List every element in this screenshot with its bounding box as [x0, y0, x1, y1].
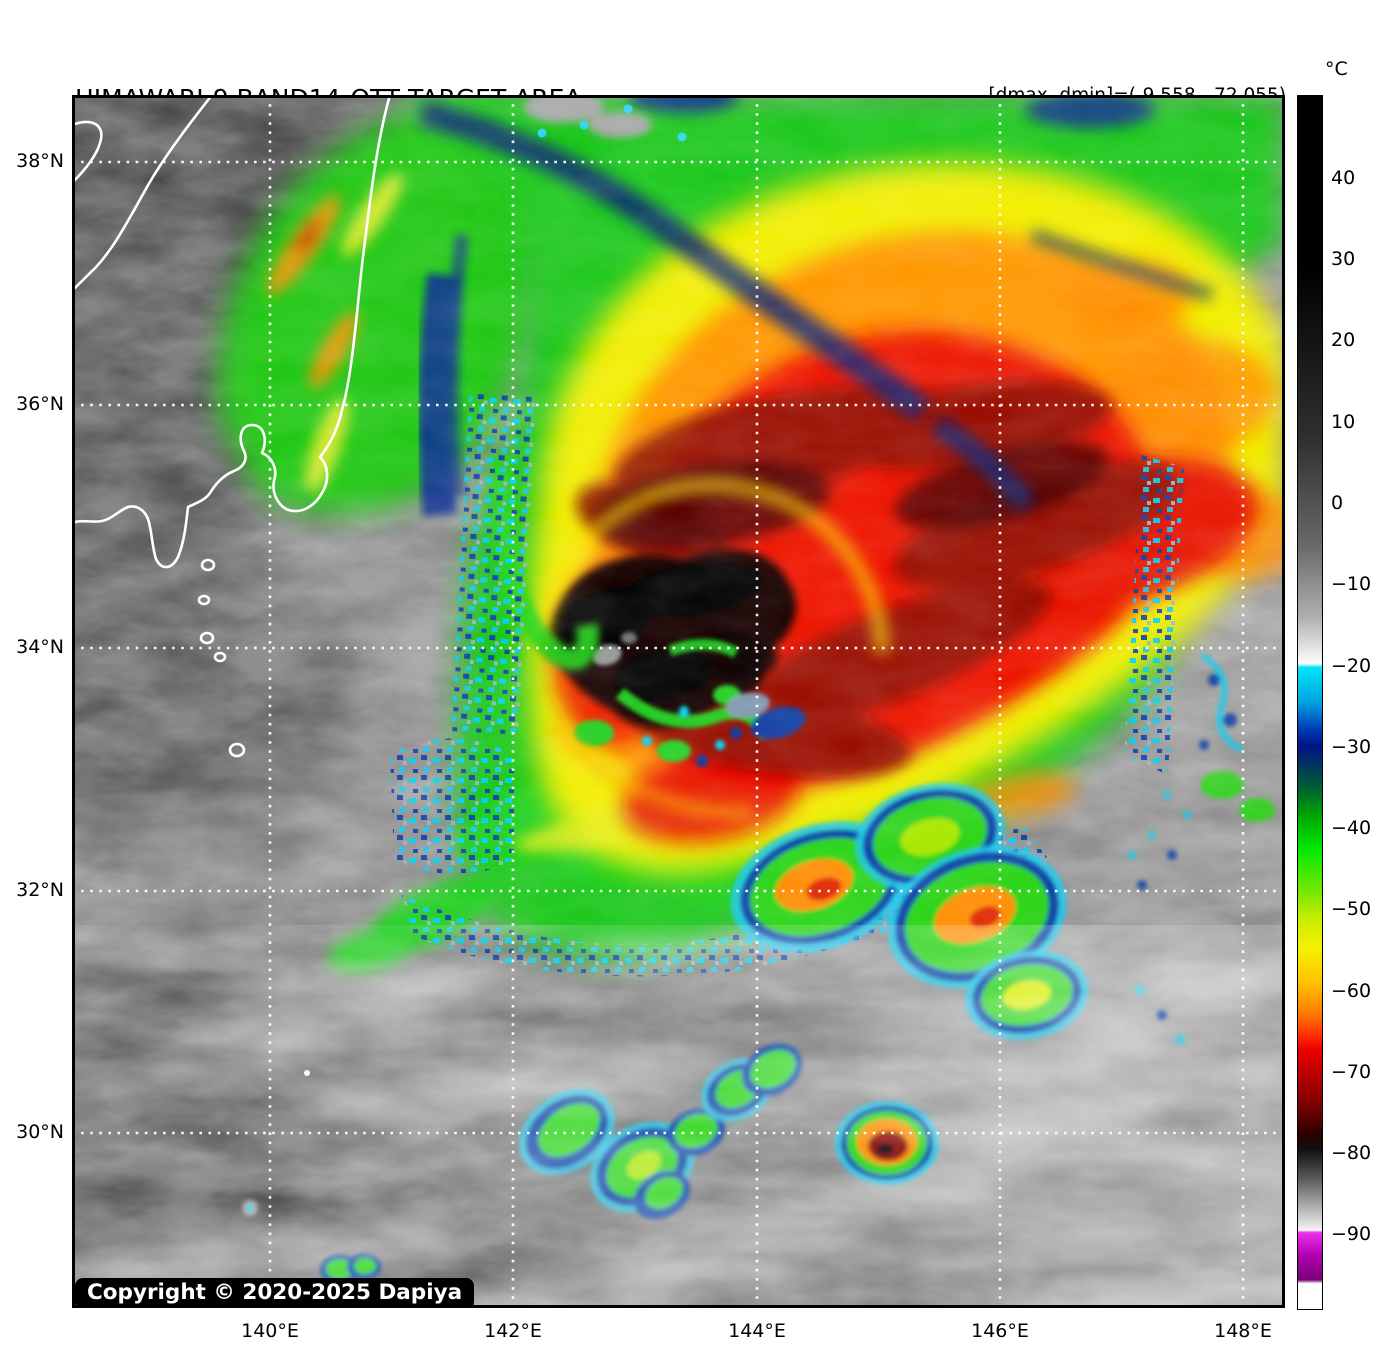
x-axis-tick-label: 140°E	[241, 1320, 299, 1342]
x-axis-tick-label: 144°E	[728, 1320, 786, 1342]
y-axis-tick-label: 38°N	[16, 150, 64, 172]
colorbar-unit-label: °C	[1325, 58, 1348, 80]
colorbar	[1297, 95, 1323, 1310]
y-axis-tick-label: 32°N	[16, 879, 64, 901]
colorbar-tick-label: −20	[1331, 655, 1372, 677]
colorbar-tick-label: −80	[1331, 1142, 1372, 1164]
x-axis-tick-label: 142°E	[484, 1320, 542, 1342]
colorbar-tick-label: −10	[1331, 573, 1372, 595]
colorbar-tick-label: 20	[1331, 329, 1356, 351]
copyright-badge: Copyright © 2020-2025 Dapiya	[75, 1278, 475, 1308]
map-area: Copyright © 2020-2025 Dapiya	[72, 95, 1285, 1308]
colorbar-tick-label: −30	[1331, 736, 1372, 758]
x-axis-tick-label: 146°E	[971, 1320, 1029, 1342]
colorbar-tick-label: 10	[1331, 411, 1356, 433]
x-axis-tick-label: 148°E	[1214, 1320, 1272, 1342]
coastline	[72, 95, 392, 758]
cloud-dot	[304, 1070, 310, 1076]
satellite-imagery	[72, 95, 1285, 1308]
colorbar-tick-label: −50	[1331, 898, 1372, 920]
colorbar-tick-label: 40	[1331, 167, 1356, 189]
colorbar-tick-label: −90	[1331, 1223, 1372, 1245]
colorbar-tick-label: −60	[1331, 980, 1372, 1002]
colorbar-tick-label: −70	[1331, 1061, 1372, 1083]
gridlines	[72, 95, 1285, 1308]
colorbar-tick-label: −40	[1331, 817, 1372, 839]
y-axis-tick-label: 36°N	[16, 393, 64, 415]
y-axis-tick-label: 30°N	[16, 1121, 64, 1143]
map-border	[72, 95, 1285, 1308]
y-axis-tick-label: 34°N	[16, 636, 64, 658]
colorbar-tick-label: 0	[1331, 492, 1344, 514]
colorbar-tick-label: 30	[1331, 248, 1356, 270]
